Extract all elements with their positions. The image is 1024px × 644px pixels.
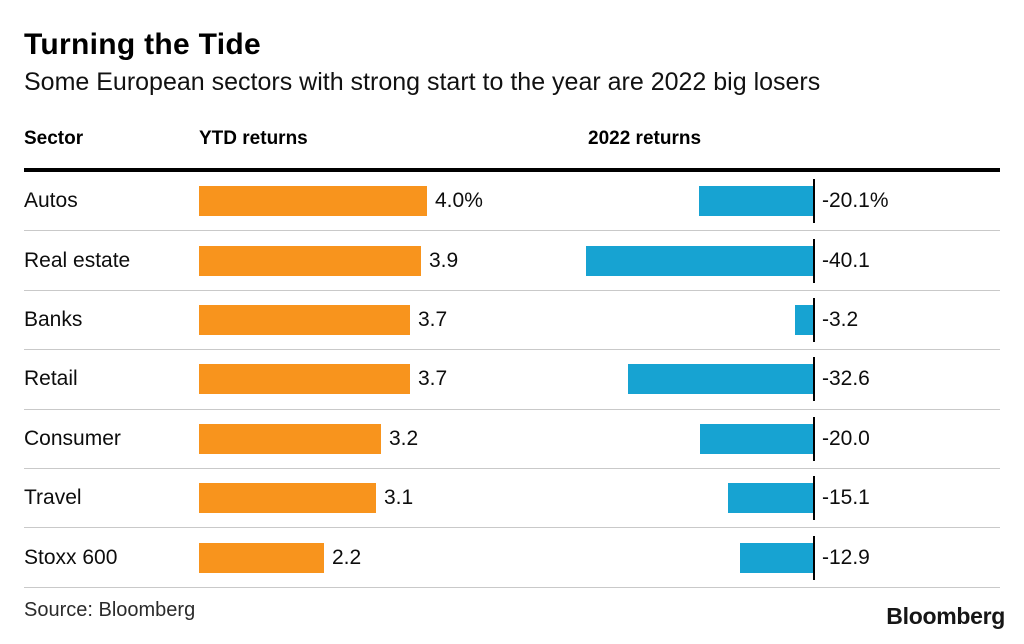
column-header-2022-returns: 2022 returns [588,128,702,149]
returns-2022-bar [795,304,813,335]
returns-2022-bar [700,423,813,454]
ytd-returns-bar [199,186,427,217]
returns-2022-bar [699,186,813,217]
ytd-returns-bar [199,245,421,276]
table-row: Autos 4.0% -20.1% [24,172,1000,232]
sector-label: Travel [24,486,82,510]
table-row: Banks 3.7 -3.2 [24,291,1000,351]
sector-label: Banks [24,307,83,331]
sector-label: Stoxx 600 [24,545,118,569]
returns-2022-value: -12.9 [822,545,870,569]
ytd-returns-value: 3.9 [429,248,459,272]
returns-2022-value: -32.6 [822,367,870,391]
column-header-sector: Sector [24,128,84,149]
ytd-returns-value: 4.0% [435,189,483,213]
ytd-returns-bar [199,423,381,454]
ytd-returns-bar [199,304,410,335]
returns-2022-value: -3.2 [822,307,859,331]
chart-title: Turning the Tide [24,28,262,61]
sector-label: Retail [24,367,78,391]
table-row: Stoxx 600 2.2 -12.9 [24,528,1000,588]
chart-rows: Autos 4.0% -20.1% Real estate 3.9 -40.1 Banks 3… [24,172,1000,588]
returns-2022-value: -15.1 [822,486,870,510]
column-header-ytd-returns: YTD returns [199,128,308,149]
returns-2022-bar [628,364,813,395]
zero-baseline-tick [813,476,815,521]
zero-baseline-tick [813,535,815,580]
table-row: Consumer 3.2 -20.0 [24,410,1000,469]
chart-subtitle: Some European sectors with strong start … [24,68,821,96]
ytd-returns-value: 3.2 [389,426,419,450]
returns-2022-bar [586,245,813,276]
returns-2022-value: -20.0 [822,426,870,450]
table-row: Retail 3.7 -32.6 [24,350,1000,410]
sector-label: Autos [24,189,78,213]
returns-2022-bar [740,542,813,573]
zero-baseline-tick [813,416,815,461]
ytd-returns-value: 3.1 [384,486,414,510]
ytd-returns-value: 3.7 [418,307,448,331]
source-label: Source: Bloomberg [24,599,196,621]
sector-label: Real estate [24,248,131,272]
returns-2022-value: -20.1% [822,189,889,213]
ytd-returns-bar [199,364,410,395]
returns-2022-value: -40.1 [822,248,870,272]
sector-label: Consumer [24,426,121,450]
ytd-returns-value: 2.2 [332,545,362,569]
column-header-row: Sector YTD returns 2022 returns [0,128,1024,152]
table-row: Real estate 3.9 -40.1 [24,231,1000,291]
bloomberg-logo: Bloomberg [886,603,1005,629]
ytd-returns-value: 3.7 [418,367,448,391]
returns-2022-bar [728,483,813,514]
ytd-returns-bar [199,542,324,573]
zero-baseline-tick [813,238,815,283]
table-row: Travel 3.1 -15.1 [24,469,1000,529]
zero-baseline-tick [813,179,815,224]
zero-baseline-tick [813,297,815,342]
zero-baseline-tick [813,357,815,402]
header-divider-rule [24,168,1000,172]
ytd-returns-bar [199,483,376,514]
